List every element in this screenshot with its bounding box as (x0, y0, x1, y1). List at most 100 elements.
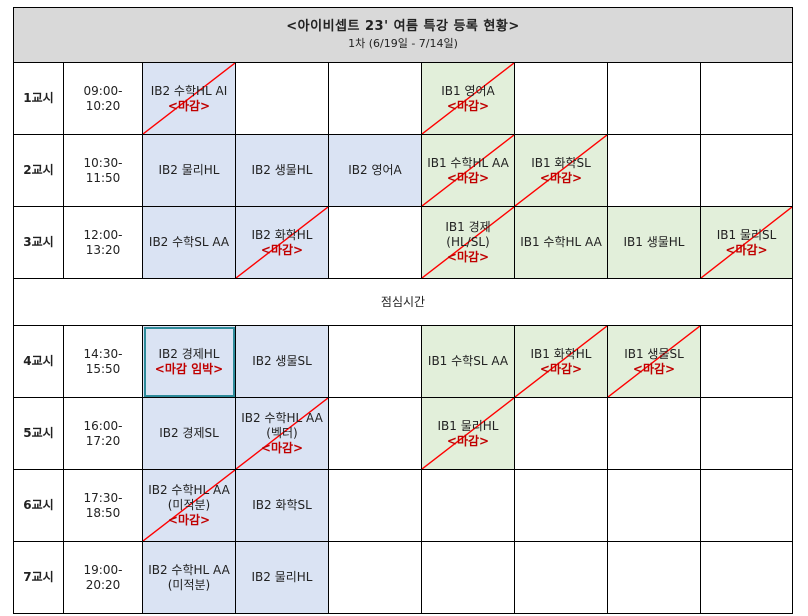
empty-cell[interactable] (328, 469, 422, 542)
period-row: 5교시 16:00- 17:20 IB2 경제SL IB2 수학HL AA (벡터) <마감… (13, 397, 793, 470)
empty-cell[interactable] (514, 397, 608, 470)
period-time[interactable]: 10:30- 11:50 (63, 134, 143, 207)
course-content: IB2 생물HL (236, 163, 328, 178)
course-cell[interactable]: IB2 생물HL (235, 134, 329, 207)
time-line: 13:20 (85, 242, 121, 257)
closed-label: <마감> (446, 98, 490, 113)
course-cell[interactable]: IB2 수학SL AA (142, 206, 236, 279)
empty-cell[interactable] (700, 134, 793, 207)
closed-label: <마감> (446, 250, 490, 264)
course-content: IB1 수학SL AA (422, 354, 514, 369)
course-cell[interactable]: IB1 생물HL (607, 206, 701, 279)
empty-cell[interactable] (328, 206, 422, 279)
period-time[interactable]: 09:00- 10:20 (63, 62, 143, 135)
period-label[interactable]: 4교시 (13, 325, 64, 398)
empty-cell[interactable] (607, 541, 701, 614)
course-content: IB1 생물HL (608, 235, 700, 250)
time-line: 09:00- (83, 83, 123, 98)
time-line: 10:20 (85, 98, 121, 113)
course-cell[interactable]: IB2 물리HL (235, 541, 329, 614)
empty-cell[interactable] (700, 541, 793, 614)
course-name: IB1 경제 (445, 220, 491, 234)
closed-label: <마감> (260, 441, 304, 455)
empty-cell[interactable] (700, 469, 793, 542)
course-name: IB2 수학SL AA (148, 235, 230, 249)
course-content: IB2 경제HL <마감 임박> (143, 347, 235, 377)
course-content: IB1 영어A <마감> (422, 84, 514, 114)
course-cell[interactable]: IB1 경제 (HL/SL) <마감> (421, 206, 515, 279)
empty-cell[interactable] (514, 541, 608, 614)
empty-cell[interactable] (514, 62, 608, 135)
course-content: IB1 경제 (HL/SL) <마감> (422, 220, 514, 265)
course-cell[interactable]: IB1 물리SL <마감> (700, 206, 793, 279)
course-cell[interactable]: IB1 수학HL AA <마감> (421, 134, 515, 207)
period-time[interactable]: 14:30- 15:50 (63, 325, 143, 398)
period-time[interactable]: 16:00- 17:20 (63, 397, 143, 470)
course-content: IB2 영어A (329, 163, 421, 178)
lunch-cell[interactable]: 점심시간 (13, 278, 793, 326)
course-name: IB1 물리HL (437, 418, 499, 433)
course-cell[interactable]: IB1 수학SL AA (421, 325, 515, 398)
empty-cell[interactable] (514, 469, 608, 542)
course-cell[interactable]: IB1 영어A <마감> (421, 62, 515, 135)
empty-cell[interactable] (328, 62, 422, 135)
empty-cell[interactable] (328, 325, 422, 398)
empty-cell[interactable] (607, 469, 701, 542)
course-content: IB2 수학HL AI <마감> (143, 84, 235, 114)
course-cell[interactable]: IB2 화학SL (235, 469, 329, 542)
course-content: IB2 수학SL AA (143, 235, 235, 250)
course-name: IB2 경제HL (158, 346, 220, 361)
empty-cell[interactable] (607, 134, 701, 207)
time-line: 10:30- (83, 155, 123, 170)
period-time[interactable]: 17:30- 18:50 (63, 469, 143, 542)
course-content: IB1 화학SL <마감> (515, 156, 607, 186)
course-cell[interactable]: IB2 수학HL AI <마감> (142, 62, 236, 135)
course-cell[interactable]: IB1 수학HL AA (514, 206, 608, 279)
time-line: 18:50 (85, 505, 121, 520)
period-row: 4교시 14:30- 15:50 IB2 경제HL <마감 임박> IB2 생물SL IB1… (13, 325, 793, 398)
course-name: IB2 생물SL (252, 354, 312, 368)
closed-label: <마감> (446, 433, 490, 448)
course-cell[interactable]: IB2 화학HL <마감> (235, 206, 329, 279)
period-time[interactable]: 19:00- 20:20 (63, 541, 143, 614)
course-cell[interactable]: IB1 물리HL <마감> (421, 397, 515, 470)
course-cell[interactable]: IB1 화학HL <마감> (514, 325, 608, 398)
course-content: IB1 물리HL <마감> (422, 419, 514, 449)
period-label[interactable]: 1교시 (13, 62, 64, 135)
empty-cell[interactable] (700, 325, 793, 398)
empty-cell[interactable] (421, 469, 515, 542)
empty-cell[interactable] (328, 541, 422, 614)
period-label[interactable]: 3교시 (13, 206, 64, 279)
course-content: IB2 수학HL AA (미적분) (143, 563, 235, 593)
course-cell[interactable]: IB2 수학HL AA (미적분) <마감> (142, 469, 236, 542)
empty-cell[interactable] (700, 62, 793, 135)
empty-cell[interactable] (607, 397, 701, 470)
empty-cell[interactable] (421, 541, 515, 614)
course-name: IB2 물리HL (251, 570, 313, 584)
empty-cell[interactable] (235, 62, 329, 135)
course-name: IB2 화학SL (252, 498, 312, 512)
course-content: IB2 경제SL (143, 426, 235, 441)
period-label[interactable]: 7교시 (13, 541, 64, 614)
course-cell[interactable]: IB2 생물SL (235, 325, 329, 398)
course-name: IB2 영어A (348, 163, 402, 177)
closed-label: <마감> (446, 170, 490, 185)
course-name: IB1 영어A (441, 83, 495, 98)
course-cell[interactable]: IB1 화학SL <마감> (514, 134, 608, 207)
empty-cell[interactable] (607, 62, 701, 135)
course-cell[interactable]: IB2 물리HL (142, 134, 236, 207)
course-cell[interactable]: IB2 경제HL <마감 임박> (142, 325, 236, 398)
course-name: IB1 수학HL AA (520, 235, 602, 249)
course-cell[interactable]: IB2 수학HL AA (미적분) (142, 541, 236, 614)
period-label[interactable]: 5교시 (13, 397, 64, 470)
period-label[interactable]: 2교시 (13, 134, 64, 207)
empty-cell[interactable] (328, 397, 422, 470)
course-cell[interactable]: IB2 수학HL AA (벡터) <마감> (235, 397, 329, 470)
period-time[interactable]: 12:00- 13:20 (63, 206, 143, 279)
course-cell[interactable]: IB1 생물SL <마감> (607, 325, 701, 398)
empty-cell[interactable] (700, 397, 793, 470)
period-label[interactable]: 6교시 (13, 469, 64, 542)
course-cell[interactable]: IB2 경제SL (142, 397, 236, 470)
course-cell[interactable]: IB2 영어A (328, 134, 422, 207)
title-cell[interactable]: <아이비셉트 23' 여름 특강 등록 현황> 1차 (6/19일 - 7/14… (13, 7, 793, 63)
